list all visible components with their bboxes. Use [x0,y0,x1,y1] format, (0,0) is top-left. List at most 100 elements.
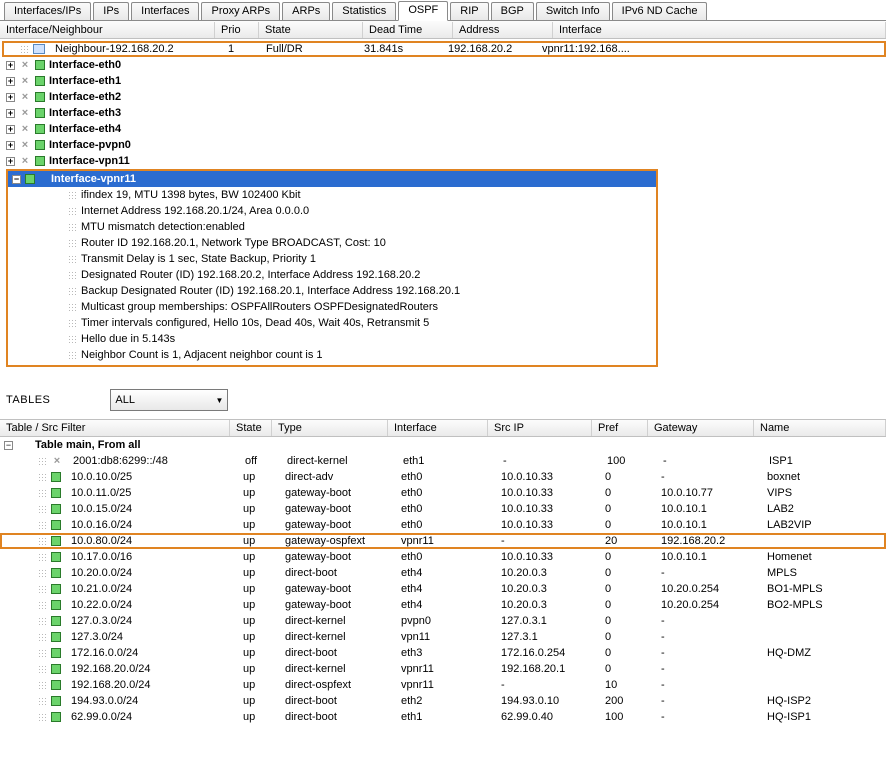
status-green-icon [35,156,45,166]
expand-icon[interactable]: + [6,125,15,134]
col-interface-neighbour[interactable]: Interface/Neighbour [0,22,215,38]
route-src-ip: 10.20.0.3 [495,567,599,579]
route-name: boxnet [761,471,886,483]
route-pref: 0 [599,583,655,595]
route-pref: 200 [599,695,655,707]
interface-label: Interface-eth2 [49,91,121,103]
tab-interfaces-ips[interactable]: Interfaces/IPs [4,2,91,20]
neighbour-row[interactable]: Neighbour-192.168.20.2 1 Full/DR 31.841s… [2,41,886,57]
route-state: up [237,583,279,595]
routes-table-title: Table main, From all [35,439,141,451]
tab-ipv6-nd-cache[interactable]: IPv6 ND Cache [612,2,708,20]
route-row[interactable]: ×2001:db8:6299::/48offdirect-kerneleth1-… [0,453,886,469]
interface-row[interactable]: +×Interface-eth3 [2,105,886,121]
detail-text: MTU mismatch detection:enabled [81,221,245,233]
route-net: 10.17.0.0/16 [65,551,237,563]
route-row[interactable]: 62.99.0.0/24updirect-booteth162.99.0.401… [0,709,886,725]
expand-icon[interactable]: + [6,61,15,70]
interface-detail-row: Neighbor Count is 1, Adjacent neighbor c… [8,347,656,363]
route-row[interactable]: 194.93.0.0/24updirect-booteth2194.93.0.1… [0,693,886,709]
route-row[interactable]: 10.0.10.0/25updirect-adveth010.0.10.330-… [0,469,886,485]
tab-statistics[interactable]: Statistics [332,2,396,20]
route-row[interactable]: 192.168.20.0/24updirect-ospfextvpnr11-10… [0,677,886,693]
route-type: gateway-boot [279,519,395,531]
neighbour-label: Neighbour-192.168.20.2 [49,43,222,55]
disabled-x-icon: × [19,59,31,71]
route-row[interactable]: 10.0.11.0/25upgateway-booteth010.0.10.33… [0,485,886,501]
col-route-src-ip[interactable]: Src IP [488,420,592,436]
tab-ips[interactable]: IPs [93,2,129,20]
route-name: ISP1 [763,455,886,467]
col-route-pref[interactable]: Pref [592,420,648,436]
routes-table-title-row[interactable]: − Table main, From all [0,437,886,453]
col-route-name[interactable]: Name [754,420,886,436]
route-row[interactable]: 192.168.20.0/24updirect-kernelvpnr11192.… [0,661,886,677]
route-row[interactable]: 10.17.0.0/16upgateway-booteth010.0.10.33… [0,549,886,565]
route-pref: 100 [601,455,657,467]
routes-columns: Table / Src Filter State Type Interface … [0,419,886,437]
expand-icon[interactable]: + [6,93,15,102]
col-route-state[interactable]: State [230,420,272,436]
route-row[interactable]: 10.20.0.0/24updirect-booteth410.20.0.30-… [0,565,886,581]
chevron-down-icon: ▼ [215,396,223,405]
route-name: MPLS [761,567,886,579]
route-pref: 0 [599,551,655,563]
route-gateway: 192.168.20.2 [655,535,761,547]
col-interface[interactable]: Interface [553,22,886,38]
col-route-gateway[interactable]: Gateway [648,420,754,436]
tables-filter-dropdown[interactable]: ALL ▼ [110,389,228,411]
interface-label: Interface-eth1 [49,75,121,87]
interface-row[interactable]: +×Interface-vpn11 [2,153,886,169]
collapse-icon[interactable]: − [4,441,13,450]
route-row[interactable]: 10.0.15.0/24upgateway-booteth010.0.10.33… [0,501,886,517]
interface-row[interactable]: + × Interface-eth0 [2,57,886,73]
expand-icon[interactable]: + [6,109,15,118]
interface-vpnr11-row[interactable]: − . Interface-vpnr11 [8,171,656,187]
expand-icon[interactable]: + [6,157,15,166]
route-row[interactable]: 127.3.0/24updirect-kernelvpn11127.3.10- [0,629,886,645]
interface-row[interactable]: +×Interface-pvpn0 [2,137,886,153]
tab-arps[interactable]: ARPs [282,2,330,20]
col-prio[interactable]: Prio [215,22,259,38]
route-gateway: 10.20.0.254 [655,583,761,595]
expand-icon[interactable]: + [6,141,15,150]
route-net: 194.93.0.0/24 [65,695,237,707]
route-state: up [237,487,279,499]
tab-rip[interactable]: RIP [450,2,488,20]
status-green-icon [35,124,45,134]
route-type: direct-boot [279,647,395,659]
tab-ospf[interactable]: OSPF [398,1,448,21]
col-route-type[interactable]: Type [272,420,388,436]
tab-proxy-arps[interactable]: Proxy ARPs [201,2,280,20]
tab-interfaces[interactable]: Interfaces [131,2,199,20]
interface-row[interactable]: +×Interface-eth2 [2,89,886,105]
col-route-interface[interactable]: Interface [388,420,488,436]
route-state: up [237,679,279,691]
interface-label: Interface-eth0 [49,59,121,71]
route-state: up [237,663,279,675]
route-row[interactable]: 10.21.0.0/24upgateway-booteth410.20.0.30… [0,581,886,597]
route-interface: vpnr11 [395,679,495,691]
route-row[interactable]: 10.22.0.0/24upgateway-booteth410.20.0.30… [0,597,886,613]
expand-icon[interactable]: + [6,77,15,86]
interface-row[interactable]: +×Interface-eth4 [2,121,886,137]
col-state[interactable]: State [259,22,363,38]
tree-dots-icon [38,601,47,610]
route-net: 10.0.15.0/24 [65,503,237,515]
route-row[interactable]: 10.0.80.0/24upgateway-ospfextvpnr11-2019… [0,533,886,549]
interface-row[interactable]: +×Interface-eth1 [2,73,886,89]
status-green-icon [51,712,61,722]
route-row[interactable]: 172.16.0.0/24updirect-booteth3172.16.0.2… [0,645,886,661]
tab-switch-info[interactable]: Switch Info [536,2,610,20]
col-address[interactable]: Address [453,22,553,38]
route-row[interactable]: 127.0.3.0/24updirect-kernelpvpn0127.0.3.… [0,613,886,629]
route-interface: vpn11 [395,631,495,643]
col-table-src-filter[interactable]: Table / Src Filter [0,420,230,436]
col-dead-time[interactable]: Dead Time [363,22,453,38]
collapse-icon[interactable]: − [12,175,21,184]
tab-bgp[interactable]: BGP [491,2,534,20]
route-type: direct-boot [279,711,395,723]
tree-dots-icon [38,665,47,674]
route-row[interactable]: 10.0.16.0/24upgateway-booteth010.0.10.33… [0,517,886,533]
route-net: 10.22.0.0/24 [65,599,237,611]
